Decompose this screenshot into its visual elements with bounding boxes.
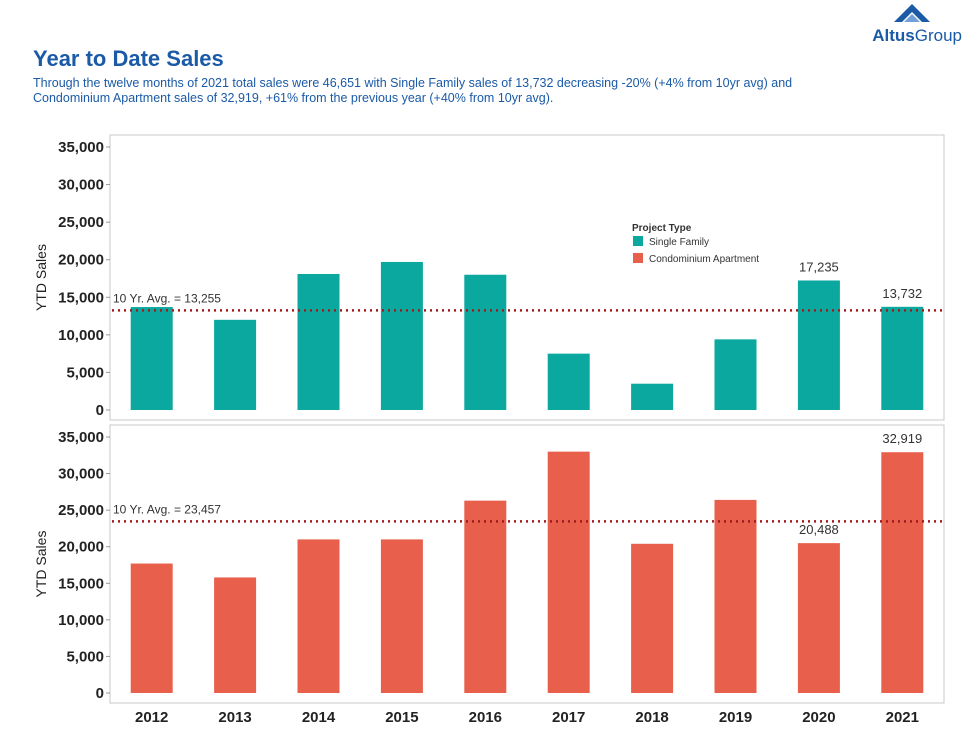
data-label: 17,235 [799, 259, 839, 274]
bar [297, 273, 340, 410]
data-label: 20,488 [799, 522, 839, 537]
bar [130, 563, 173, 693]
panel-frame [109, 134, 945, 421]
legend-item-label: Single Family [649, 237, 709, 248]
bar [881, 306, 924, 410]
altus-group-logo: AltusGroup [854, 2, 964, 46]
y-tick-label: 15,000 [58, 575, 104, 592]
bar [130, 307, 173, 410]
logo-wordmark: AltusGroup [872, 26, 962, 46]
page-title: Year to Date Sales [33, 46, 224, 71]
y-tick-label: 0 [96, 685, 104, 702]
x-tick-label: 2012 [135, 709, 168, 726]
y-tick-label: 25,000 [58, 214, 104, 231]
y-tick-label: 30,000 [58, 466, 104, 483]
bar [214, 319, 257, 410]
x-tick-label: 2020 [802, 709, 835, 726]
logo-wordmark-bold: Altus [872, 26, 915, 45]
avg-line-label: 10 Yr. Avg. = 23,457 [113, 502, 221, 516]
y-tick-label: 10,000 [58, 612, 104, 629]
bar [380, 539, 423, 693]
bar [380, 261, 423, 410]
bar [464, 500, 507, 693]
bar [464, 274, 507, 410]
bar [214, 577, 257, 693]
y-tick-label: 20,000 [58, 539, 104, 556]
legend-item-label: Condominium Apartment [649, 254, 759, 265]
data-label: 13,732 [882, 286, 922, 301]
bar [547, 353, 590, 410]
bar [714, 339, 757, 410]
x-tick-label: 2016 [469, 709, 502, 726]
bar [881, 452, 924, 693]
y-axis-label: YTD Sales [33, 244, 49, 311]
legend-title: Project Type [632, 223, 692, 234]
page-subtitle: Through the twelve months of 2021 total … [33, 76, 793, 105]
bar [797, 543, 840, 693]
bar [547, 451, 590, 693]
bar [797, 280, 840, 410]
y-tick-label: 20,000 [58, 252, 104, 269]
x-tick-label: 2019 [719, 709, 752, 726]
legend-swatch [633, 236, 643, 246]
x-tick-label: 2017 [552, 709, 585, 726]
panel-frame [109, 424, 945, 704]
bar [631, 383, 674, 410]
bar [631, 543, 674, 693]
y-tick-label: 25,000 [58, 502, 104, 519]
logo-wordmark-regular: Group [914, 26, 962, 45]
y-tick-label: 15,000 [58, 289, 104, 306]
y-tick-label: 35,000 [58, 429, 104, 446]
logo-mark-icon [894, 4, 930, 22]
y-tick-label: 5,000 [66, 364, 104, 381]
x-tick-label: 2015 [385, 709, 418, 726]
avg-line-label: 10 Yr. Avg. = 13,255 [113, 291, 221, 305]
bar [714, 499, 757, 693]
x-tick-label: 2018 [635, 709, 668, 726]
y-tick-label: 35,000 [58, 139, 104, 156]
legend-swatch [633, 253, 643, 263]
y-axis-label: YTD Sales [33, 531, 49, 598]
y-tick-label: 10,000 [58, 327, 104, 344]
x-tick-label: 2021 [886, 709, 919, 726]
bar [297, 539, 340, 693]
y-tick-label: 0 [96, 402, 104, 419]
y-tick-label: 5,000 [66, 648, 104, 665]
y-tick-label: 30,000 [58, 177, 104, 194]
data-label: 32,919 [882, 431, 922, 446]
x-tick-label: 2013 [218, 709, 251, 726]
x-tick-label: 2014 [302, 709, 336, 726]
